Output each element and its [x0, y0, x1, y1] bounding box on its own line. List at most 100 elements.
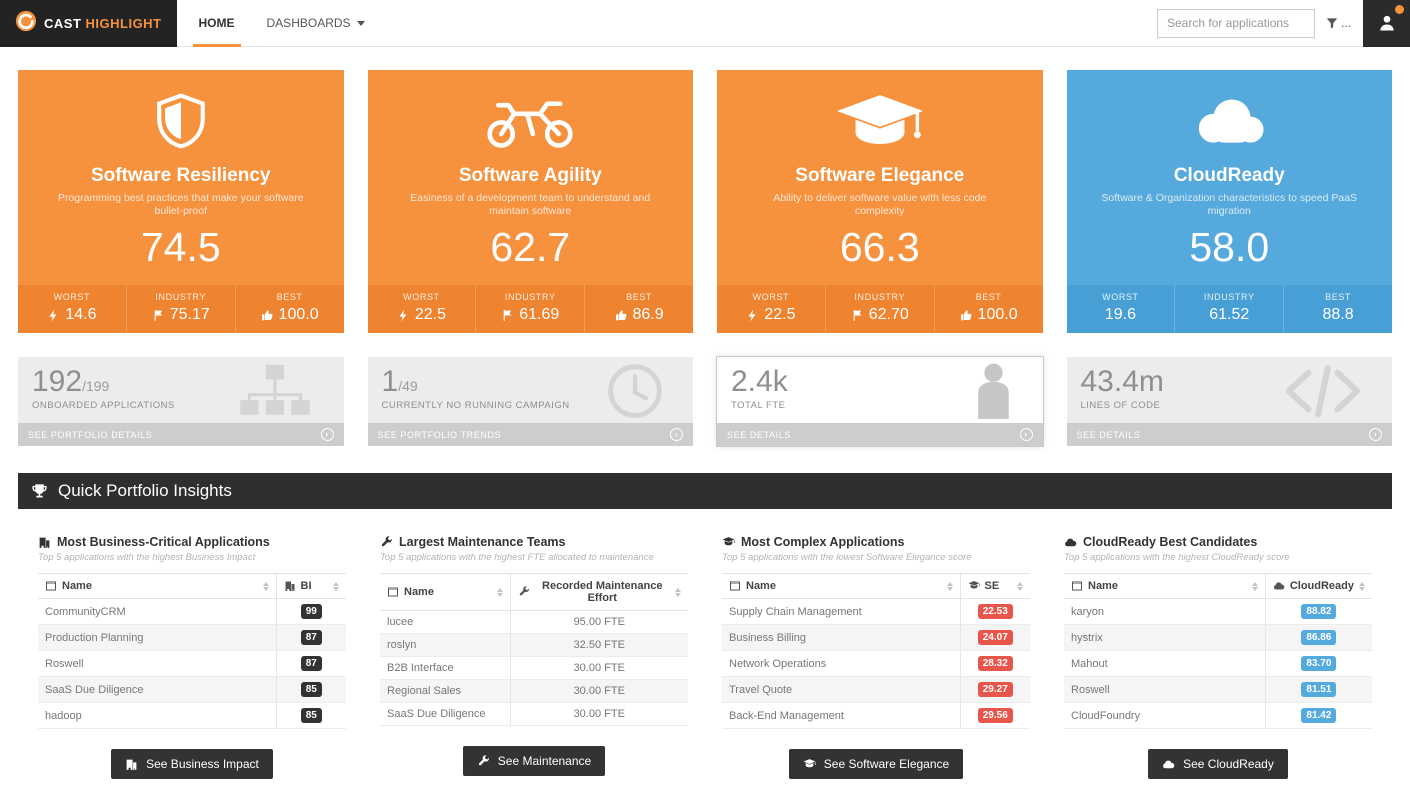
industry-value: 62.70 [868, 306, 909, 324]
name-column-header[interactable]: Name [380, 573, 510, 612]
tile-onboarded-applications[interactable]: 192/199 ONBOARDED APPLICATIONS SEE PORTF… [18, 357, 344, 447]
cast-highlight-logo[interactable]: CAST HIGHLIGHT [0, 0, 177, 47]
tab-home[interactable]: HOME [192, 0, 241, 47]
button-label: See Business Impact [146, 757, 259, 772]
flag-icon [853, 309, 862, 321]
app-name: Supply Chain Management [722, 598, 960, 626]
se-score-badge: 29.56 [977, 708, 1013, 724]
worst-value: 14.6 [65, 306, 97, 324]
table-row: CloudFoundry 81.42 [1064, 702, 1372, 730]
tile-total-fte[interactable]: 2.4k TOTAL FTE SEE DETAILS › [716, 356, 1044, 448]
filter-button[interactable]: ... [1325, 16, 1351, 30]
app-name: Travel Quote [722, 676, 960, 704]
table-row: Production Planning 87 [38, 624, 346, 652]
sort-icon [946, 581, 953, 591]
thumbs-up-icon [261, 310, 273, 321]
name-column-header[interactable]: Name [38, 573, 276, 600]
industry-label: INDUSTRY [155, 292, 207, 303]
card-cloudready[interactable]: CloudReady Software & Organization chara… [1066, 70, 1392, 334]
sort-icon [333, 581, 339, 591]
table-row: CommunityCRM 99 [38, 598, 346, 626]
button-label: See Maintenance [497, 754, 592, 769]
tile-value: 2.4k [731, 365, 788, 399]
worst-value: 22.5 [764, 306, 796, 324]
card-title: Software Elegance [795, 165, 965, 186]
user-menu-button[interactable] [1363, 0, 1410, 47]
bi-score-badge: 87 [300, 656, 322, 672]
tile-footer-link[interactable]: SEE PORTFOLIO DETAILS › [18, 423, 344, 447]
best-stat: BEST 100.0 [234, 285, 344, 334]
bi-score-badge: 85 [300, 708, 322, 724]
table-subtitle: Top 5 applications with the highest Clou… [1064, 552, 1290, 564]
thumbs-up-icon [960, 310, 972, 321]
table-subtitle: Top 5 applications with the highest FTE … [380, 552, 654, 564]
cloudready-score-badge: 83.70 [1301, 656, 1337, 672]
funnel-icon [1326, 18, 1338, 29]
top-navbar: CAST HIGHLIGHT HOME DASHBOARDS ... [0, 0, 1410, 47]
card-software-resiliency[interactable]: Software Resiliency Programming best pra… [18, 70, 344, 334]
cloudready-score-badge: 88.82 [1301, 604, 1337, 620]
tile-label: ONBOARDED APPLICATIONS [32, 400, 175, 412]
search-input[interactable] [1156, 8, 1315, 38]
app-name: lucee [380, 610, 510, 635]
table-title-text: Largest Maintenance Teams [399, 535, 566, 550]
worst-label: WORST [1102, 292, 1139, 303]
tile-suffix: /49 [398, 378, 418, 395]
table-title-text: Most Business-Critical Applications [57, 535, 270, 550]
card-software-agility[interactable]: Software Agility Easiness of a developme… [367, 70, 693, 334]
best-label: BEST [626, 292, 653, 303]
worst-value: 19.6 [1104, 306, 1136, 324]
tile-lines-of-code[interactable]: 43.4m LINES OF CODE SEE DETAILS › [1066, 357, 1392, 447]
motorcycle-icon [398, 90, 664, 157]
insights-tables: Most Business-Critical Applications Top … [0, 509, 1410, 780]
table-row: Travel Quote 29.27 [722, 676, 1030, 704]
app-name: Roswell [1064, 676, 1266, 704]
name-header-label: Name [62, 580, 92, 593]
name-column-header[interactable]: Name [722, 573, 960, 600]
wrench-icon [478, 754, 489, 765]
sort-icon [496, 587, 503, 597]
cloud-icon [1273, 582, 1285, 590]
value-column-header[interactable]: Recorded Maintenance Effort [509, 573, 688, 612]
industry-stat: INDUSTRY 61.52 [1174, 285, 1283, 334]
se-score-badge: 29.27 [977, 682, 1013, 698]
name-column-header[interactable]: Name [1064, 573, 1266, 600]
see-cloudready-button[interactable]: See CloudReady [1148, 749, 1288, 780]
tile-footer-link[interactable]: SEE DETAILS › [1066, 423, 1392, 447]
worst-stat: WORST 22.5 [717, 285, 825, 333]
arrow-right-icon: › [320, 428, 334, 442]
bolt-icon [49, 309, 57, 322]
table-row: Roswell 81.51 [1064, 676, 1372, 704]
wrench-icon [381, 535, 392, 546]
cloudready-table: Name CloudReady karyon 88.82 hystrix 86.86… [1064, 573, 1372, 730]
tab-dashboards[interactable]: DASHBOARDS [261, 0, 371, 47]
tile-footer-link[interactable]: SEE DETAILS › [717, 423, 1043, 447]
tile-footer-link[interactable]: SEE PORTFOLIO TRENDS › [367, 423, 693, 447]
graduation-cap-icon [968, 581, 980, 589]
see-software-elegance-button[interactable]: See Software Elegance [788, 749, 964, 780]
table-row: roslyn 32.50 FTE [380, 633, 688, 658]
see-maintenance-button[interactable]: See Maintenance [462, 746, 606, 777]
see-business-impact-button[interactable]: See Business Impact [111, 749, 273, 780]
industry-label: INDUSTRY [1203, 292, 1255, 303]
tile-running-campaign[interactable]: 1/49 CURRENTLY NO RUNNING CAMPAIGN SEE P… [367, 357, 693, 447]
industry-stat: INDUSTRY 62.70 [824, 285, 934, 334]
logo-highlight-text: HIGHLIGHT [85, 15, 162, 31]
software-elegance-table: Name SE Supply Chain Management 22.53 Bus… [722, 573, 1030, 730]
card-subtitle: Software & Organization characteristics … [1101, 192, 1358, 218]
card-software-elegance[interactable]: Software Elegance Ability to deliver sof… [717, 70, 1043, 334]
sitemap-icon [236, 363, 314, 424]
fte-value: 95.00 FTE [509, 610, 688, 635]
sort-icon [1251, 581, 1258, 591]
building-icon [126, 759, 137, 770]
value-column-header[interactable]: SE [959, 573, 1030, 600]
tile-value: 1 [381, 365, 399, 399]
table-software-elegance: Most Complex Applications Top 5 applicat… [722, 535, 1030, 780]
value-column-header[interactable]: CloudReady [1264, 573, 1372, 600]
table-row: Supply Chain Management 22.53 [722, 598, 1030, 626]
value-header-label: Recorded Maintenance Effort [542, 580, 663, 605]
table-title: CloudReady Best Candidates [1064, 535, 1372, 549]
app-name: hadoop [38, 702, 276, 730]
table-business-impact: Most Business-Critical Applications Top … [38, 535, 346, 780]
value-column-header[interactable]: BI [275, 573, 346, 600]
